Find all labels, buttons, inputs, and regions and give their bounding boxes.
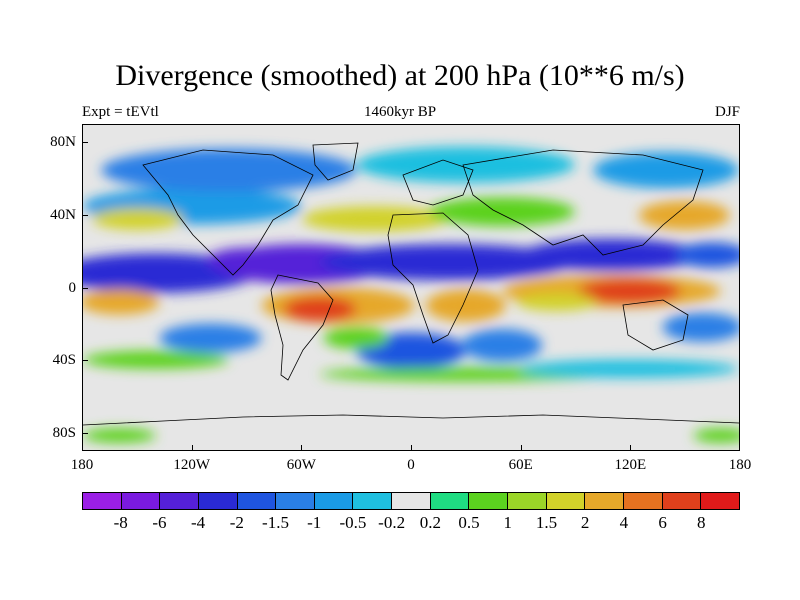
colorbar-box — [430, 493, 470, 509]
colorbar-label: 1.5 — [535, 513, 558, 532]
field-region — [83, 428, 156, 443]
field-region — [693, 428, 739, 443]
field-region — [301, 206, 448, 232]
lat-tick-label: 40N — [50, 206, 76, 223]
field-region — [578, 278, 681, 304]
lon-tick — [301, 445, 303, 451]
colorbar-label: 4 — [619, 513, 629, 532]
lat-tick-label: 40S — [52, 352, 76, 369]
experiment-label: Expt = tEVtl — [82, 104, 159, 120]
field-region — [159, 323, 262, 353]
colorbar-box — [160, 493, 199, 509]
colorbar-label: -6 — [152, 513, 167, 532]
field-layer — [83, 142, 739, 443]
lat-tick — [82, 432, 88, 434]
field-region — [516, 292, 597, 311]
lon-tick — [739, 445, 740, 451]
field-region — [101, 148, 357, 192]
field-region — [662, 312, 739, 342]
field-region — [283, 296, 357, 322]
lon-tick-label: 60E — [508, 457, 533, 473]
colorbar-label: -1 — [307, 513, 322, 532]
colorbar-label: 8 — [697, 513, 706, 532]
field-region — [83, 289, 160, 315]
lat-tick-label: 80N — [50, 134, 76, 151]
colorbar — [82, 492, 740, 510]
lat-tick — [82, 360, 88, 362]
field-region — [319, 244, 575, 281]
lon-tick — [520, 445, 522, 451]
lat-tick-label: 80S — [52, 424, 76, 441]
lon-tick-label: 60W — [286, 457, 316, 473]
field-region — [83, 350, 229, 369]
colorbar-box — [585, 493, 624, 509]
field-region — [462, 329, 543, 362]
colorbar-box — [121, 493, 161, 509]
field-region — [520, 238, 703, 272]
divergence-map — [82, 124, 740, 451]
colorbar-label: 1 — [503, 513, 513, 532]
colorbar-box — [392, 493, 431, 509]
lat-tick-label: 0 — [68, 279, 77, 296]
lon-tick — [411, 445, 412, 451]
field-region — [206, 247, 288, 274]
field-region — [429, 197, 575, 227]
greenland-coastline — [312, 142, 359, 181]
lon-tick — [82, 445, 83, 451]
colorbar-box — [623, 493, 663, 509]
coastline-layer — [83, 142, 739, 426]
lon-tick-label: 180 — [70, 457, 94, 473]
colorbar-box — [469, 493, 509, 509]
lon-tick-label: 120W — [173, 457, 210, 473]
colorbar-box — [198, 493, 238, 509]
field-region — [638, 200, 730, 230]
field-region — [425, 289, 506, 322]
colorbar-label: 6 — [658, 513, 667, 532]
colorbar-label: -0.5 — [339, 513, 367, 532]
time-label: 1460kyr BP — [363, 104, 437, 120]
colorbar-box — [546, 493, 586, 509]
colorbar-box — [508, 493, 547, 509]
colorbar-box — [83, 493, 122, 509]
lon-tick-label: 120E — [614, 457, 647, 473]
field-region — [593, 152, 739, 189]
colorbar-label: -2 — [229, 513, 244, 532]
colorbar-label: 0.2 — [419, 513, 441, 532]
field-region — [92, 208, 184, 230]
africa-coastline — [387, 212, 479, 344]
colorbar-box — [701, 493, 739, 509]
lon-tick — [630, 445, 632, 451]
colorbar-box — [353, 493, 393, 509]
lon-tick-label: 180 — [728, 457, 752, 473]
antarctica-coastline — [83, 414, 739, 426]
lat-tick — [82, 214, 88, 216]
colorbar-label: -8 — [113, 513, 128, 532]
colorbar-box — [662, 493, 702, 509]
colorbar-box — [314, 493, 354, 509]
colorbar-box — [237, 493, 277, 509]
plot-title: Divergence (smoothed) at 200 hPa (10**6 … — [115, 59, 685, 92]
lon-tick-label: 0 — [407, 457, 415, 473]
europe-coastline — [402, 159, 474, 206]
colorbar-box — [276, 493, 315, 509]
lon-tick — [191, 445, 193, 451]
colorbar-label: -0.2 — [378, 513, 406, 532]
lat-tick — [82, 142, 88, 144]
field-region — [675, 242, 739, 268]
field-region — [520, 359, 739, 378]
north-america-coastline — [142, 149, 314, 276]
colorbar-label: -1.5 — [262, 513, 289, 532]
colorbar-label: 2 — [580, 513, 590, 532]
asia-coastline — [462, 149, 704, 256]
lat-tick — [82, 287, 88, 289]
australia-coastline — [622, 299, 689, 351]
south-america-coastline — [270, 274, 334, 381]
colorbar-label: -4 — [191, 513, 206, 532]
season-label: DJF — [714, 104, 740, 120]
colorbar-label: 0.5 — [458, 513, 480, 532]
field-region — [323, 327, 390, 349]
